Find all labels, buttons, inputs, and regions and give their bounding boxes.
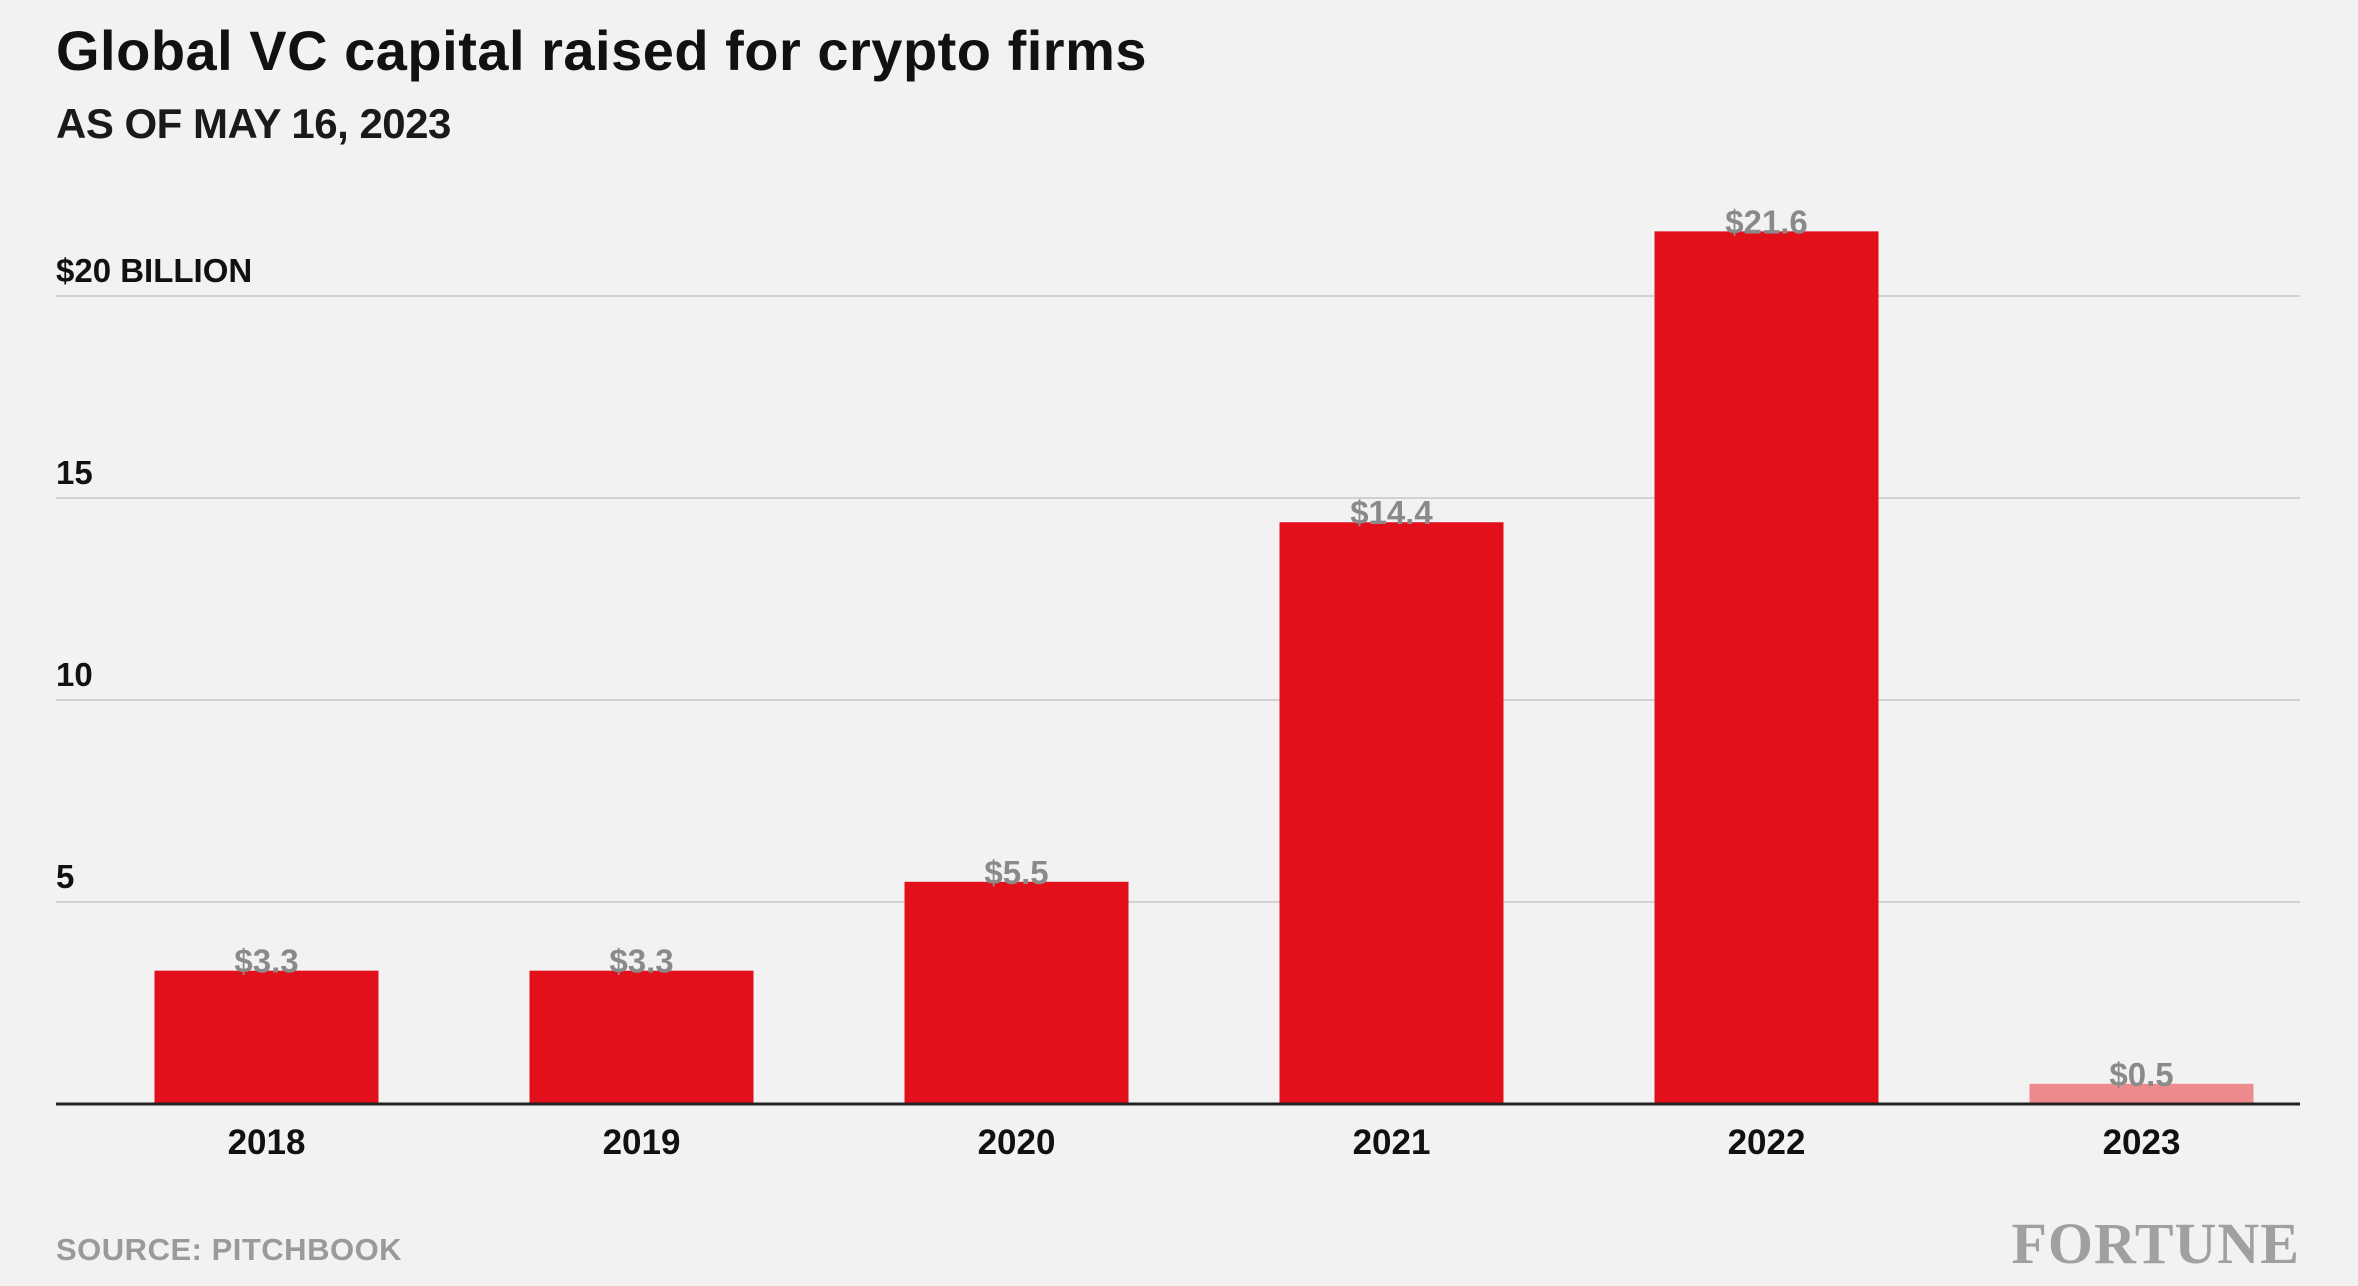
x-tick-label: 2018 (228, 1123, 306, 1162)
bar (529, 970, 754, 1104)
data-label: $3.3 (234, 943, 298, 980)
x-tick-label: 2019 (603, 1123, 681, 1162)
bar (1279, 522, 1504, 1104)
x-tick-label: 2021 (1353, 1123, 1431, 1162)
chart-subtitle: AS OF MAY 16, 2023 (56, 100, 451, 147)
fortune-logo: FORTUNE (2011, 1211, 2300, 1276)
y-tick-label: 15 (56, 454, 93, 491)
y-tick-label: 5 (56, 858, 74, 895)
bar (904, 881, 1129, 1104)
bar (154, 970, 379, 1104)
bar (1654, 231, 1879, 1105)
x-tick-label: 2022 (1728, 1123, 1806, 1162)
y-tick-label: $20 BILLION (56, 252, 252, 289)
data-label: $14.4 (1350, 494, 1433, 531)
data-label: $5.5 (984, 854, 1048, 891)
chart-title: Global VC capital raised for crypto firm… (56, 19, 1148, 82)
data-label: $21.6 (1725, 203, 1808, 240)
y-tick-label: 10 (56, 656, 93, 693)
data-label: $0.5 (2109, 1056, 2173, 1093)
x-tick-label: 2023 (2103, 1123, 2181, 1162)
source-note: SOURCE: PITCHBOOK (56, 1232, 403, 1267)
data-label: $3.3 (609, 943, 673, 980)
bar (2029, 1083, 2254, 1104)
x-tick-label: 2020 (978, 1123, 1056, 1162)
